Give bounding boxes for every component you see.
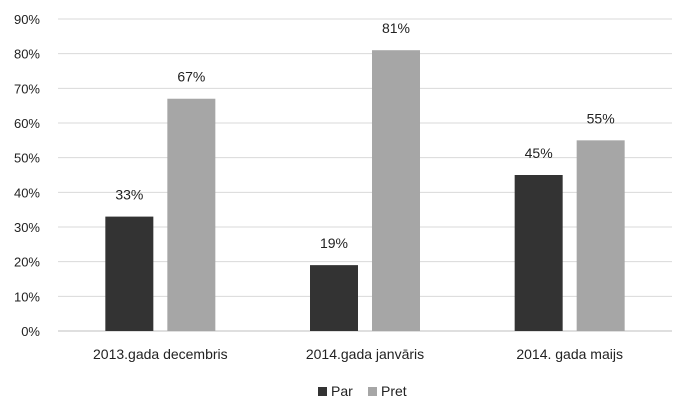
bar-par xyxy=(310,265,358,331)
bar-pret xyxy=(372,50,420,331)
y-tick-label: 10% xyxy=(14,289,40,304)
y-tick-label: 50% xyxy=(14,151,40,166)
data-label: 19% xyxy=(320,235,348,251)
legend-swatch-par xyxy=(318,387,327,396)
x-category-label: 2014. gada maijs xyxy=(516,346,623,362)
data-label: 33% xyxy=(115,187,143,203)
x-category-label: 2013.gada decembris xyxy=(93,346,228,362)
data-label: 55% xyxy=(587,110,615,126)
data-label: 81% xyxy=(382,20,410,36)
y-tick-label: 0% xyxy=(21,324,40,339)
legend-label-par: Par xyxy=(331,383,353,398)
y-tick-label: 70% xyxy=(14,81,40,96)
x-axis-category-labels: 2013.gada decembris 2014.gada janvāris 201… xyxy=(93,346,623,362)
y-axis-tick-labels: 0% 10% 20% 30% 40% 50% 60% 70% 80% 90% xyxy=(14,12,40,339)
legend-label-pret: Pret xyxy=(381,383,407,398)
data-label: 67% xyxy=(177,69,205,85)
x-category-label: 2014.gada janvāris xyxy=(306,346,424,362)
bar-pret xyxy=(576,140,625,331)
bars xyxy=(105,50,625,331)
legend: Par Pret xyxy=(318,383,407,398)
data-label: 45% xyxy=(525,145,553,161)
bar-par xyxy=(105,216,154,331)
y-tick-label: 60% xyxy=(14,116,40,131)
data-labels: 33% 67% 19% 81% 45% 55% xyxy=(115,20,614,251)
y-tick-label: 20% xyxy=(14,255,40,270)
y-tick-label: 30% xyxy=(14,220,40,235)
y-tick-label: 80% xyxy=(14,47,40,62)
bar-par xyxy=(514,175,563,331)
bar-pret xyxy=(167,98,216,331)
y-tick-label: 40% xyxy=(14,185,40,200)
legend-swatch-pret xyxy=(368,387,377,396)
gridlines xyxy=(58,18,672,332)
y-tick-label: 90% xyxy=(14,12,40,27)
